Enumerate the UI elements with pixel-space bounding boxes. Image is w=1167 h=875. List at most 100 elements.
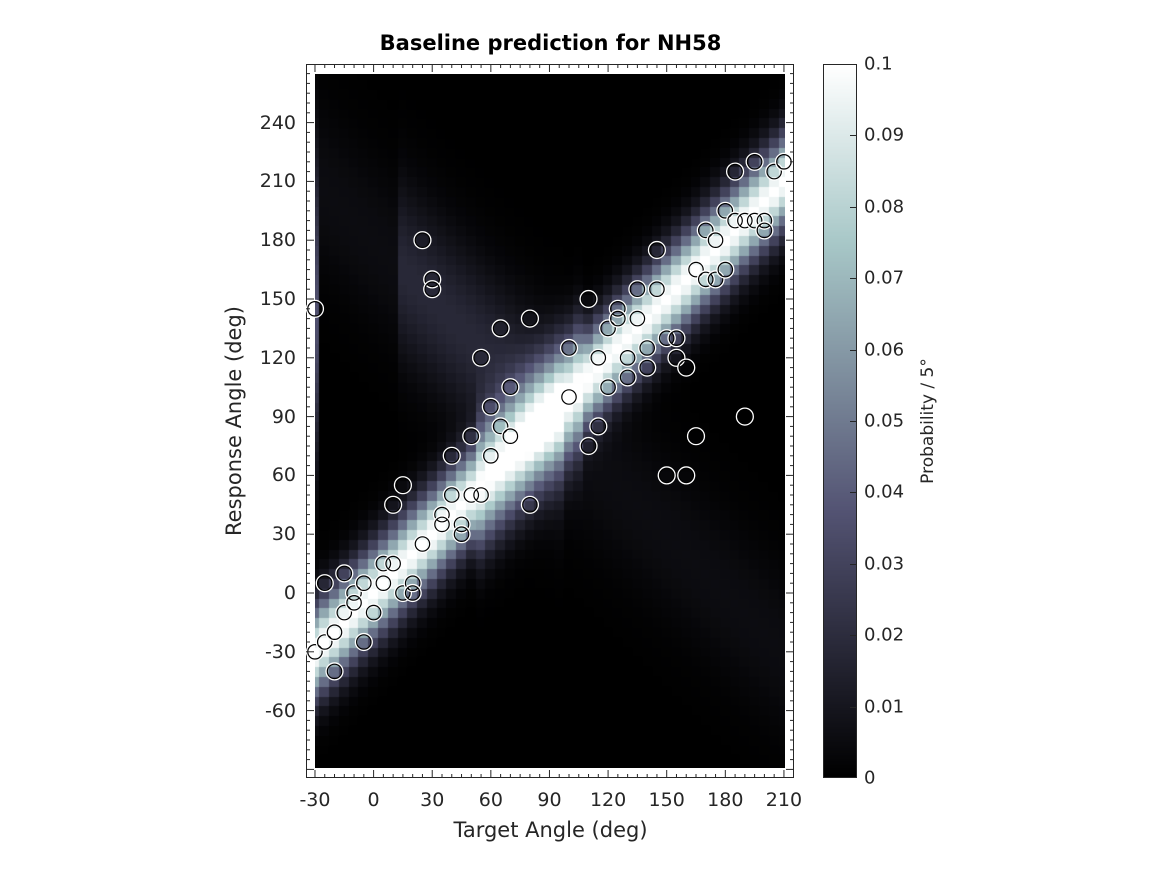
response-point [697,222,714,239]
response-point-outline [638,358,657,377]
response-point [502,379,519,395]
response-point-outline [520,309,540,328]
response-point-outline [481,397,500,416]
response-point-outline [325,623,344,642]
response-point-outline [589,348,608,367]
response-point [561,340,577,356]
response-point [483,398,499,415]
x-tick-label: -30 [299,789,331,811]
response-point-outline [442,446,461,465]
response-point-outline [442,485,461,505]
colorbar-tick-mark [850,278,856,280]
response-point [639,359,655,376]
response-point-outline [647,240,667,260]
response-point-outline [686,260,706,279]
response-point-outline [657,329,676,348]
response-point [395,585,411,601]
colorbar-tick-label: 0.04 [864,481,905,503]
response-point-outline [374,554,393,573]
response-point-outline [579,289,598,309]
colorbar-tick-mark [850,635,856,637]
response-point-outline [765,162,784,181]
response-point-outline [364,603,383,622]
response-scatter [305,64,794,778]
response-point [727,212,743,229]
colorbar-tick-label: 0.07 [864,267,905,289]
x-tick-label: 120 [589,789,627,811]
response-point-outline [706,270,725,289]
response-point [346,585,362,601]
response-point [492,320,509,337]
colorbar-tick-label: 0.05 [864,410,905,432]
y-tick-label: -30 [264,640,296,663]
response-point [424,271,441,288]
response-point-outline [628,309,647,328]
response-point-outline [393,583,413,603]
response-point-outline [559,338,579,358]
response-point [356,634,372,650]
response-point-outline [598,319,618,338]
response-point-outline [520,495,540,514]
x-tick-label: 0 [367,789,380,811]
response-point [522,310,538,327]
response-point [737,212,753,229]
response-point [658,467,675,484]
response-point-outline [384,495,403,514]
response-point [746,212,763,229]
response-point-outline [618,348,637,367]
x-tick-label: 60 [478,789,503,811]
response-point [492,418,509,435]
colorbar-tick-label: 0.1 [864,53,893,75]
response-point-outline [432,515,452,534]
response-point [473,349,489,366]
response-point-outline [452,515,471,534]
colorbar-tick-mark [850,349,856,351]
y-tick-label: -60 [264,699,296,722]
response-point-outline [491,319,510,338]
response-point [600,320,616,337]
response-point [756,222,773,239]
colorbar-tick-label: 0.01 [864,696,905,718]
response-point [404,585,421,601]
response-point [756,212,773,229]
response-point-outline [696,270,715,289]
y-tick-label: 240 [259,111,296,134]
response-point [590,349,607,366]
response-point-outline [628,280,647,299]
response-point [619,349,636,366]
response-point [434,516,450,533]
response-point [316,575,333,591]
x-tick-label: 90 [537,789,562,811]
response-point [639,340,655,356]
response-point-outline [598,378,618,397]
response-point-outline [667,329,686,348]
response-point-outline [423,280,442,299]
response-point [649,242,665,258]
response-point-outline [481,446,500,465]
response-point-outline [403,574,422,593]
response-point [336,565,353,582]
response-point-outline [335,603,354,622]
response-point-outline [716,260,735,279]
colorbar-tick-mark [850,206,856,208]
x-tick-label: 150 [648,789,685,811]
response-point [629,281,646,297]
response-point [717,203,734,219]
response-point [463,487,480,503]
colorbar-tick-label: 0.02 [864,624,905,646]
response-point [600,379,616,395]
response-point [678,359,695,376]
colorbar-tick-label: 0.03 [864,553,905,575]
response-point [316,634,333,650]
response-point-outline [725,211,745,230]
x-axis-label: Target Angle (deg) [453,818,648,842]
response-point-outline [638,338,657,358]
response-point [580,438,597,454]
response-point-outline [374,574,393,593]
response-point-outline [618,368,637,387]
x-tick-label: 180 [707,789,744,811]
response-point-outline [413,534,432,554]
response-point [326,663,343,680]
response-point [668,330,685,346]
response-point-outline [745,211,764,230]
